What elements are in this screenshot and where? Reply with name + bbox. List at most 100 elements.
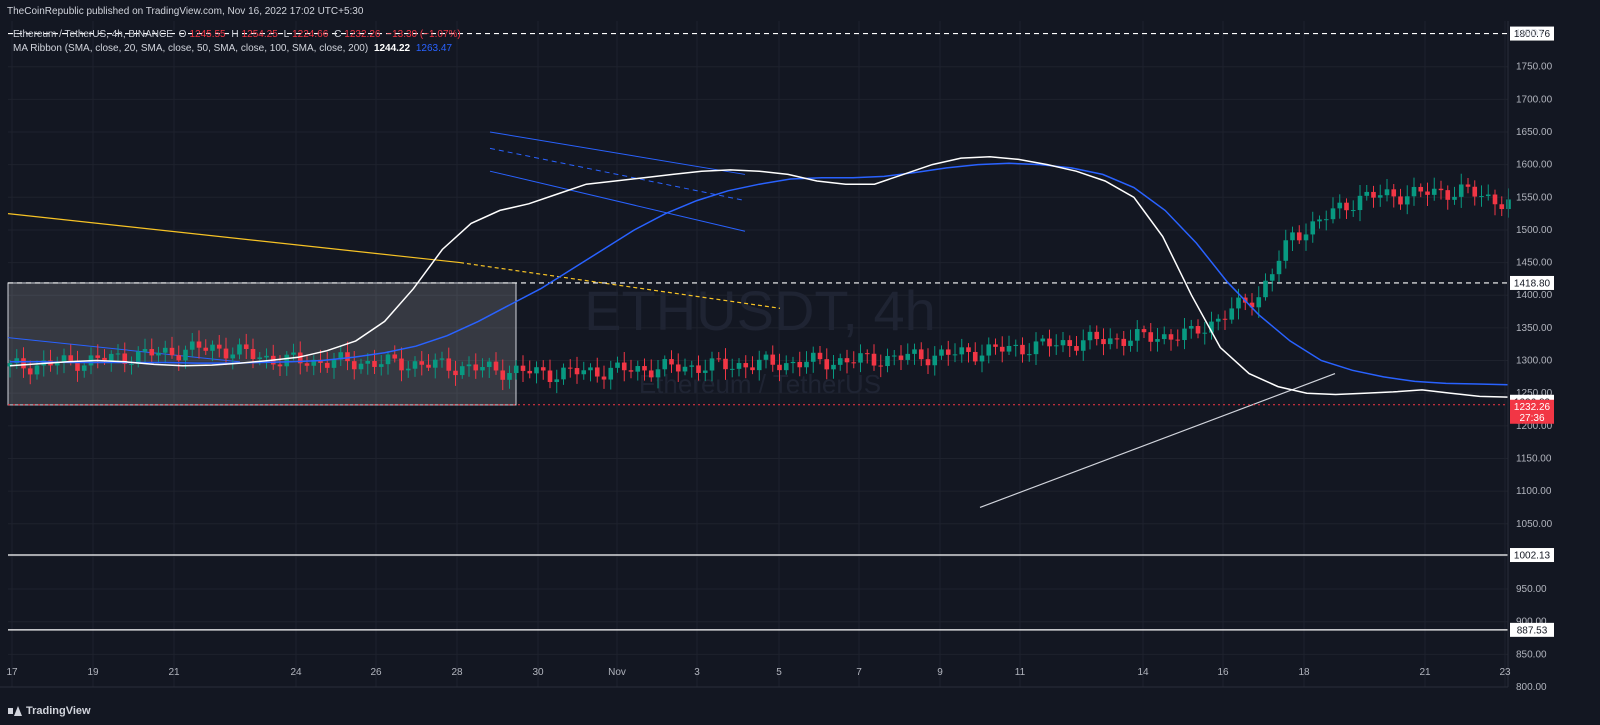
candle xyxy=(1371,191,1376,198)
symbol-title[interactable]: Ethereum / TetherUS, 4h, BINANCE xyxy=(13,29,173,40)
time-tick-label: 18 xyxy=(1298,667,1310,678)
candle xyxy=(939,349,944,356)
candle xyxy=(1499,204,1505,210)
time-tick-label: 26 xyxy=(370,667,382,678)
candle xyxy=(1350,210,1356,212)
candle xyxy=(662,359,668,370)
time-tick-label: 5 xyxy=(776,667,782,678)
price-tick-label: 1400.00 xyxy=(1516,290,1553,301)
candle xyxy=(426,364,431,368)
candle xyxy=(412,361,418,369)
price-tick-label: 1750.00 xyxy=(1516,62,1553,73)
candle xyxy=(257,357,263,360)
candle xyxy=(338,352,344,360)
candle xyxy=(1317,219,1322,222)
candle xyxy=(770,354,776,365)
last-price-tag xyxy=(1510,399,1554,424)
candle xyxy=(237,344,242,355)
channel-upper xyxy=(489,131,746,175)
candle xyxy=(993,344,998,347)
price-tick-label: 1450.00 xyxy=(1516,258,1553,269)
candle xyxy=(466,364,472,367)
candle xyxy=(1215,318,1221,322)
time-tick-label: 16 xyxy=(1217,667,1229,678)
price-tick-label: 1200.00 xyxy=(1516,421,1553,432)
time-tick-label: 21 xyxy=(1419,667,1431,678)
candle xyxy=(277,364,283,367)
candle xyxy=(581,370,587,375)
price-tick-label: 1150.00 xyxy=(1516,453,1552,464)
ma50-line xyxy=(10,162,1509,386)
candle xyxy=(1330,208,1336,220)
candle xyxy=(1398,196,1403,205)
candle xyxy=(318,359,323,363)
candle xyxy=(675,364,681,372)
candle xyxy=(891,355,897,357)
candle xyxy=(75,360,80,371)
candle xyxy=(480,367,485,371)
yellow-trendline xyxy=(7,213,461,264)
time-tick-label: 23 xyxy=(1499,667,1511,678)
candle xyxy=(432,359,438,368)
candle xyxy=(601,376,607,380)
level-tag-label: 887.53 xyxy=(1517,625,1548,636)
candle xyxy=(1465,184,1471,187)
candle xyxy=(345,352,350,362)
candle xyxy=(669,359,674,365)
candle xyxy=(473,364,479,371)
last-price-label: 1232.26 xyxy=(1514,402,1551,413)
price-tick-label: 1350.00 xyxy=(1516,323,1553,334)
candle xyxy=(351,361,357,370)
candle xyxy=(7,363,13,367)
candle xyxy=(331,359,337,368)
candle xyxy=(1202,332,1208,334)
candle xyxy=(696,365,701,373)
ma20-value: 1244.22 xyxy=(373,43,411,54)
candle xyxy=(594,367,600,377)
candle xyxy=(1040,338,1046,342)
countdown-label: 27:36 xyxy=(1519,413,1544,424)
ma50-value: 1263.47 xyxy=(415,43,453,54)
candle xyxy=(1411,186,1417,197)
candle xyxy=(1438,188,1444,191)
candle xyxy=(1114,338,1120,340)
candle xyxy=(1303,234,1309,241)
candle xyxy=(1364,191,1370,196)
candle xyxy=(945,349,951,355)
ohlc-low: 1224.66 xyxy=(292,29,329,40)
candle xyxy=(608,367,614,380)
candle xyxy=(1074,346,1079,351)
candle xyxy=(102,357,107,361)
candle xyxy=(284,354,290,367)
candle xyxy=(736,363,742,369)
indicator-title[interactable]: MA Ribbon (SMA, close, 20, SMA, close, 5… xyxy=(13,43,369,54)
time-tick-label: 9 xyxy=(937,667,943,678)
ma20-line xyxy=(9,156,1509,398)
brand-label: TradingView xyxy=(26,705,91,717)
tradingview-brand[interactable]: TradingView xyxy=(8,705,91,717)
candle xyxy=(567,367,573,369)
candle xyxy=(1195,326,1201,334)
candle xyxy=(851,362,857,364)
candle xyxy=(952,354,958,356)
candle xyxy=(453,370,458,376)
ohlc-l-label: L xyxy=(283,29,290,40)
candle xyxy=(1148,332,1154,342)
ohlc-open: 1245.55 xyxy=(189,29,226,40)
candle xyxy=(824,359,830,370)
level-tag-label: 1418.80 xyxy=(1514,278,1551,289)
candle xyxy=(837,358,843,365)
candle xyxy=(135,351,141,364)
white-trendline xyxy=(979,373,1336,509)
candle xyxy=(1431,188,1437,195)
candle xyxy=(385,354,391,365)
candle xyxy=(682,366,688,372)
candle xyxy=(378,364,384,367)
candle xyxy=(999,346,1005,352)
candle xyxy=(1013,344,1019,346)
candle xyxy=(1175,339,1181,341)
candle xyxy=(1296,232,1302,241)
candle xyxy=(1384,189,1390,196)
price-tick-label: 1500.00 xyxy=(1516,225,1553,236)
